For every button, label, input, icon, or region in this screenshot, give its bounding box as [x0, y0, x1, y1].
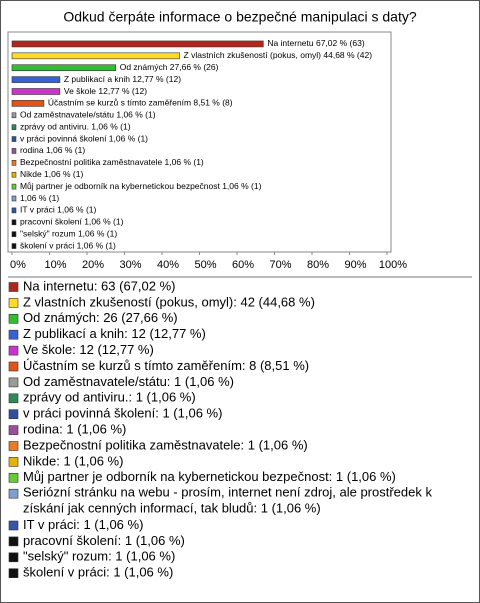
x-tick-label: 80%	[307, 259, 329, 271]
legend-label: Od zaměstnavatele/státu: 1 (1,06 %)	[23, 374, 234, 389]
legend-swatch	[8, 536, 19, 547]
bar	[11, 148, 17, 154]
bar-label: pracovní školení 1,06 % (1)	[20, 217, 124, 227]
bar-label: školení v práci 1,06 % (1)	[20, 240, 116, 250]
legend-label: IT v práci: 1 (1,06 %)	[23, 517, 143, 532]
x-tick-label: 40%	[157, 259, 179, 271]
bar	[11, 231, 17, 237]
legend-label: zprávy od antiviru.: 1 (1,06 %)	[23, 390, 196, 405]
legend-swatch	[8, 298, 19, 308]
legend-label: Na internetu: 63 (67,02 %)	[23, 278, 175, 293]
legend-swatch	[8, 472, 19, 483]
legend-swatch	[8, 313, 19, 324]
legend-swatch	[8, 441, 19, 451]
legend-swatch	[8, 457, 19, 467]
bar	[11, 195, 17, 202]
bar-label: Od známých 27,66 % (26)	[120, 62, 219, 72]
bar-label: zprávy od antiviru. 1,06 % (1)	[20, 121, 131, 131]
legend-swatch	[8, 393, 19, 404]
bar	[11, 64, 117, 72]
bar-label: Účastním se kurzů s tímto zaměřením 8,51…	[48, 98, 233, 108]
legend-label: Účastním se kurzů s tímto zaměřením: 8 (…	[23, 358, 309, 373]
legend-label: školení v práci: 1 (1,06 %)	[23, 565, 173, 580]
bar	[11, 160, 17, 166]
legend-swatch	[8, 520, 19, 531]
bar	[11, 136, 17, 142]
legend-swatch	[8, 361, 19, 372]
bar-label: 1,06 % (1)	[20, 193, 59, 203]
bar	[11, 40, 264, 48]
legend-label: Z publikací a knih: 12 (12,77 %)	[23, 326, 206, 341]
legend-swatch	[8, 282, 19, 292]
legend-label: Můj partner je odborník na kybernetickou…	[23, 469, 396, 484]
legend-label: pracovní školení: 1 (1,06 %)	[23, 533, 185, 548]
legend-label: Ve škole: 12 (12,77 %)	[23, 342, 154, 357]
legend-line: získání jak cenných informací, tak bludů…	[23, 501, 321, 516]
bar	[11, 219, 17, 226]
x-tick-label: 70%	[269, 259, 291, 271]
bar	[11, 88, 61, 95]
bar	[11, 243, 17, 249]
legend-label: Nikde: 1 (1,06 %)	[23, 453, 123, 468]
bar	[11, 76, 61, 83]
bar-label: Nikde 1,06 % (1)	[20, 169, 83, 179]
bar-label: "selský" rozum 1,06 % (1)	[20, 228, 117, 238]
x-tick-label: 10%	[44, 259, 66, 271]
x-tick-label: 60%	[232, 259, 254, 271]
legend-line: Seriózní stránku na webu - prosím, inter…	[23, 485, 432, 500]
bar	[11, 112, 17, 119]
bar	[11, 183, 17, 190]
legend-swatch	[8, 488, 19, 499]
legend-label: "selský" rozum: 1 (1,06 %)	[23, 549, 175, 564]
bar-label: Můj partner je odborník na kybernetickou…	[20, 181, 262, 191]
legend-label: v práci povinná školení: 1 (1,06 %)	[23, 406, 222, 421]
x-tick-label: 90%	[344, 259, 366, 271]
legend-label: rodina: 1 (1,06 %)	[23, 422, 126, 437]
legend-label: Bezpečnostní politika zaměstnavatele: 1 …	[23, 437, 308, 452]
bar	[11, 124, 17, 130]
x-tick-label: 0%	[10, 259, 26, 271]
x-tick-label: 100%	[379, 259, 407, 271]
bar-label: rodina 1,06 % (1)	[20, 145, 85, 155]
x-tick-label: 30%	[119, 259, 141, 271]
legend-label: Z vlastních zkušeností (pokus, omyl): 42…	[23, 294, 315, 309]
bar-label: Bezpečnostní politika zaměstnavatele 1,0…	[20, 157, 204, 167]
legend-label: Seriózní stránku na webu - prosím, inter…	[23, 485, 432, 516]
legend-swatch	[8, 345, 19, 356]
legend-swatch	[8, 409, 19, 420]
legend-label: Od známých: 26 (27,66 %)	[23, 310, 178, 325]
chart-title: Odkud čerpáte informace o bezpečné manip…	[63, 9, 417, 25]
bar	[11, 207, 17, 214]
legend-swatch	[8, 425, 19, 435]
bar-label: IT v práci 1,06 % (1)	[20, 205, 97, 215]
legend-swatch	[8, 377, 19, 388]
bar-label: Ve škole 12,77 % (12)	[64, 86, 147, 96]
bar-label: Z publikací a knih 12,77 % (12)	[64, 74, 181, 84]
bar	[11, 171, 17, 178]
bar	[11, 52, 180, 60]
bar	[11, 100, 45, 107]
bar-label: Na internetu 67,02 % (63)	[267, 38, 365, 48]
bar-label: Od zaměstnavatele/státu 1,06 % (1)	[20, 110, 156, 120]
x-tick-label: 50%	[194, 259, 216, 271]
bar-label: v práci povinná školení 1,06 % (1)	[20, 133, 148, 143]
legend-swatch	[8, 552, 19, 563]
legend-swatch	[8, 568, 19, 579]
bar-label: Z vlastních zkušeností (pokus, omyl) 44,…	[184, 50, 373, 60]
x-tick-label: 20%	[82, 259, 104, 271]
legend-swatch	[8, 329, 19, 340]
